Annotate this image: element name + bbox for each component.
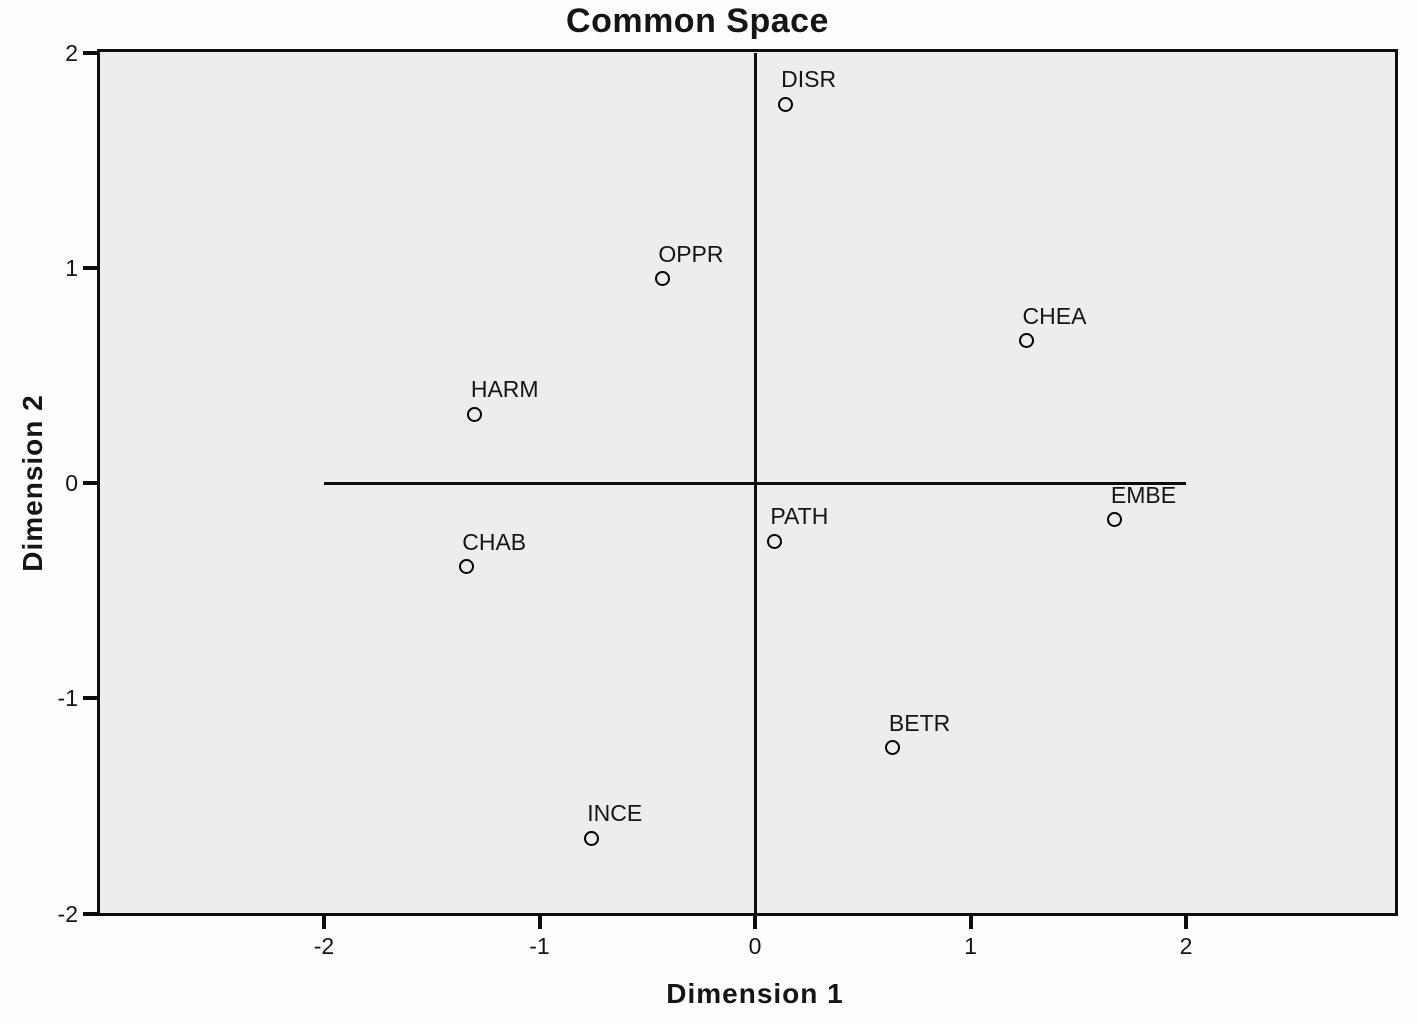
y-tick-mark (83, 696, 97, 701)
x-axis-label: Dimension 1 (666, 978, 844, 1009)
x-tick-label: 0 (748, 933, 762, 959)
x-tick-label: -2 (313, 933, 335, 959)
x-tick-label: 1 (964, 933, 977, 959)
y-tick-label: 2 (65, 39, 78, 66)
y-tick-label: -2 (57, 900, 78, 927)
x-tick-label: 2 (1179, 933, 1193, 959)
y-tick-mark (83, 481, 97, 485)
y-tick-label: -1 (57, 685, 78, 712)
chart-title: Common Space (566, 2, 829, 40)
plot-area (97, 49, 1398, 916)
x-tick-mark (322, 916, 326, 929)
y-tick-mark (83, 265, 97, 270)
y-tick-mark (83, 50, 97, 55)
x-tick-mark (1184, 916, 1188, 929)
y-tick-mark (83, 911, 97, 916)
x-tick-mark (753, 916, 757, 929)
y-axis-label: Dimension 2 (17, 394, 48, 572)
x-tick-mark (968, 916, 973, 929)
y-tick-label: 1 (65, 254, 78, 281)
x-tick-label: -1 (529, 933, 550, 959)
x-tick-mark (537, 916, 542, 929)
